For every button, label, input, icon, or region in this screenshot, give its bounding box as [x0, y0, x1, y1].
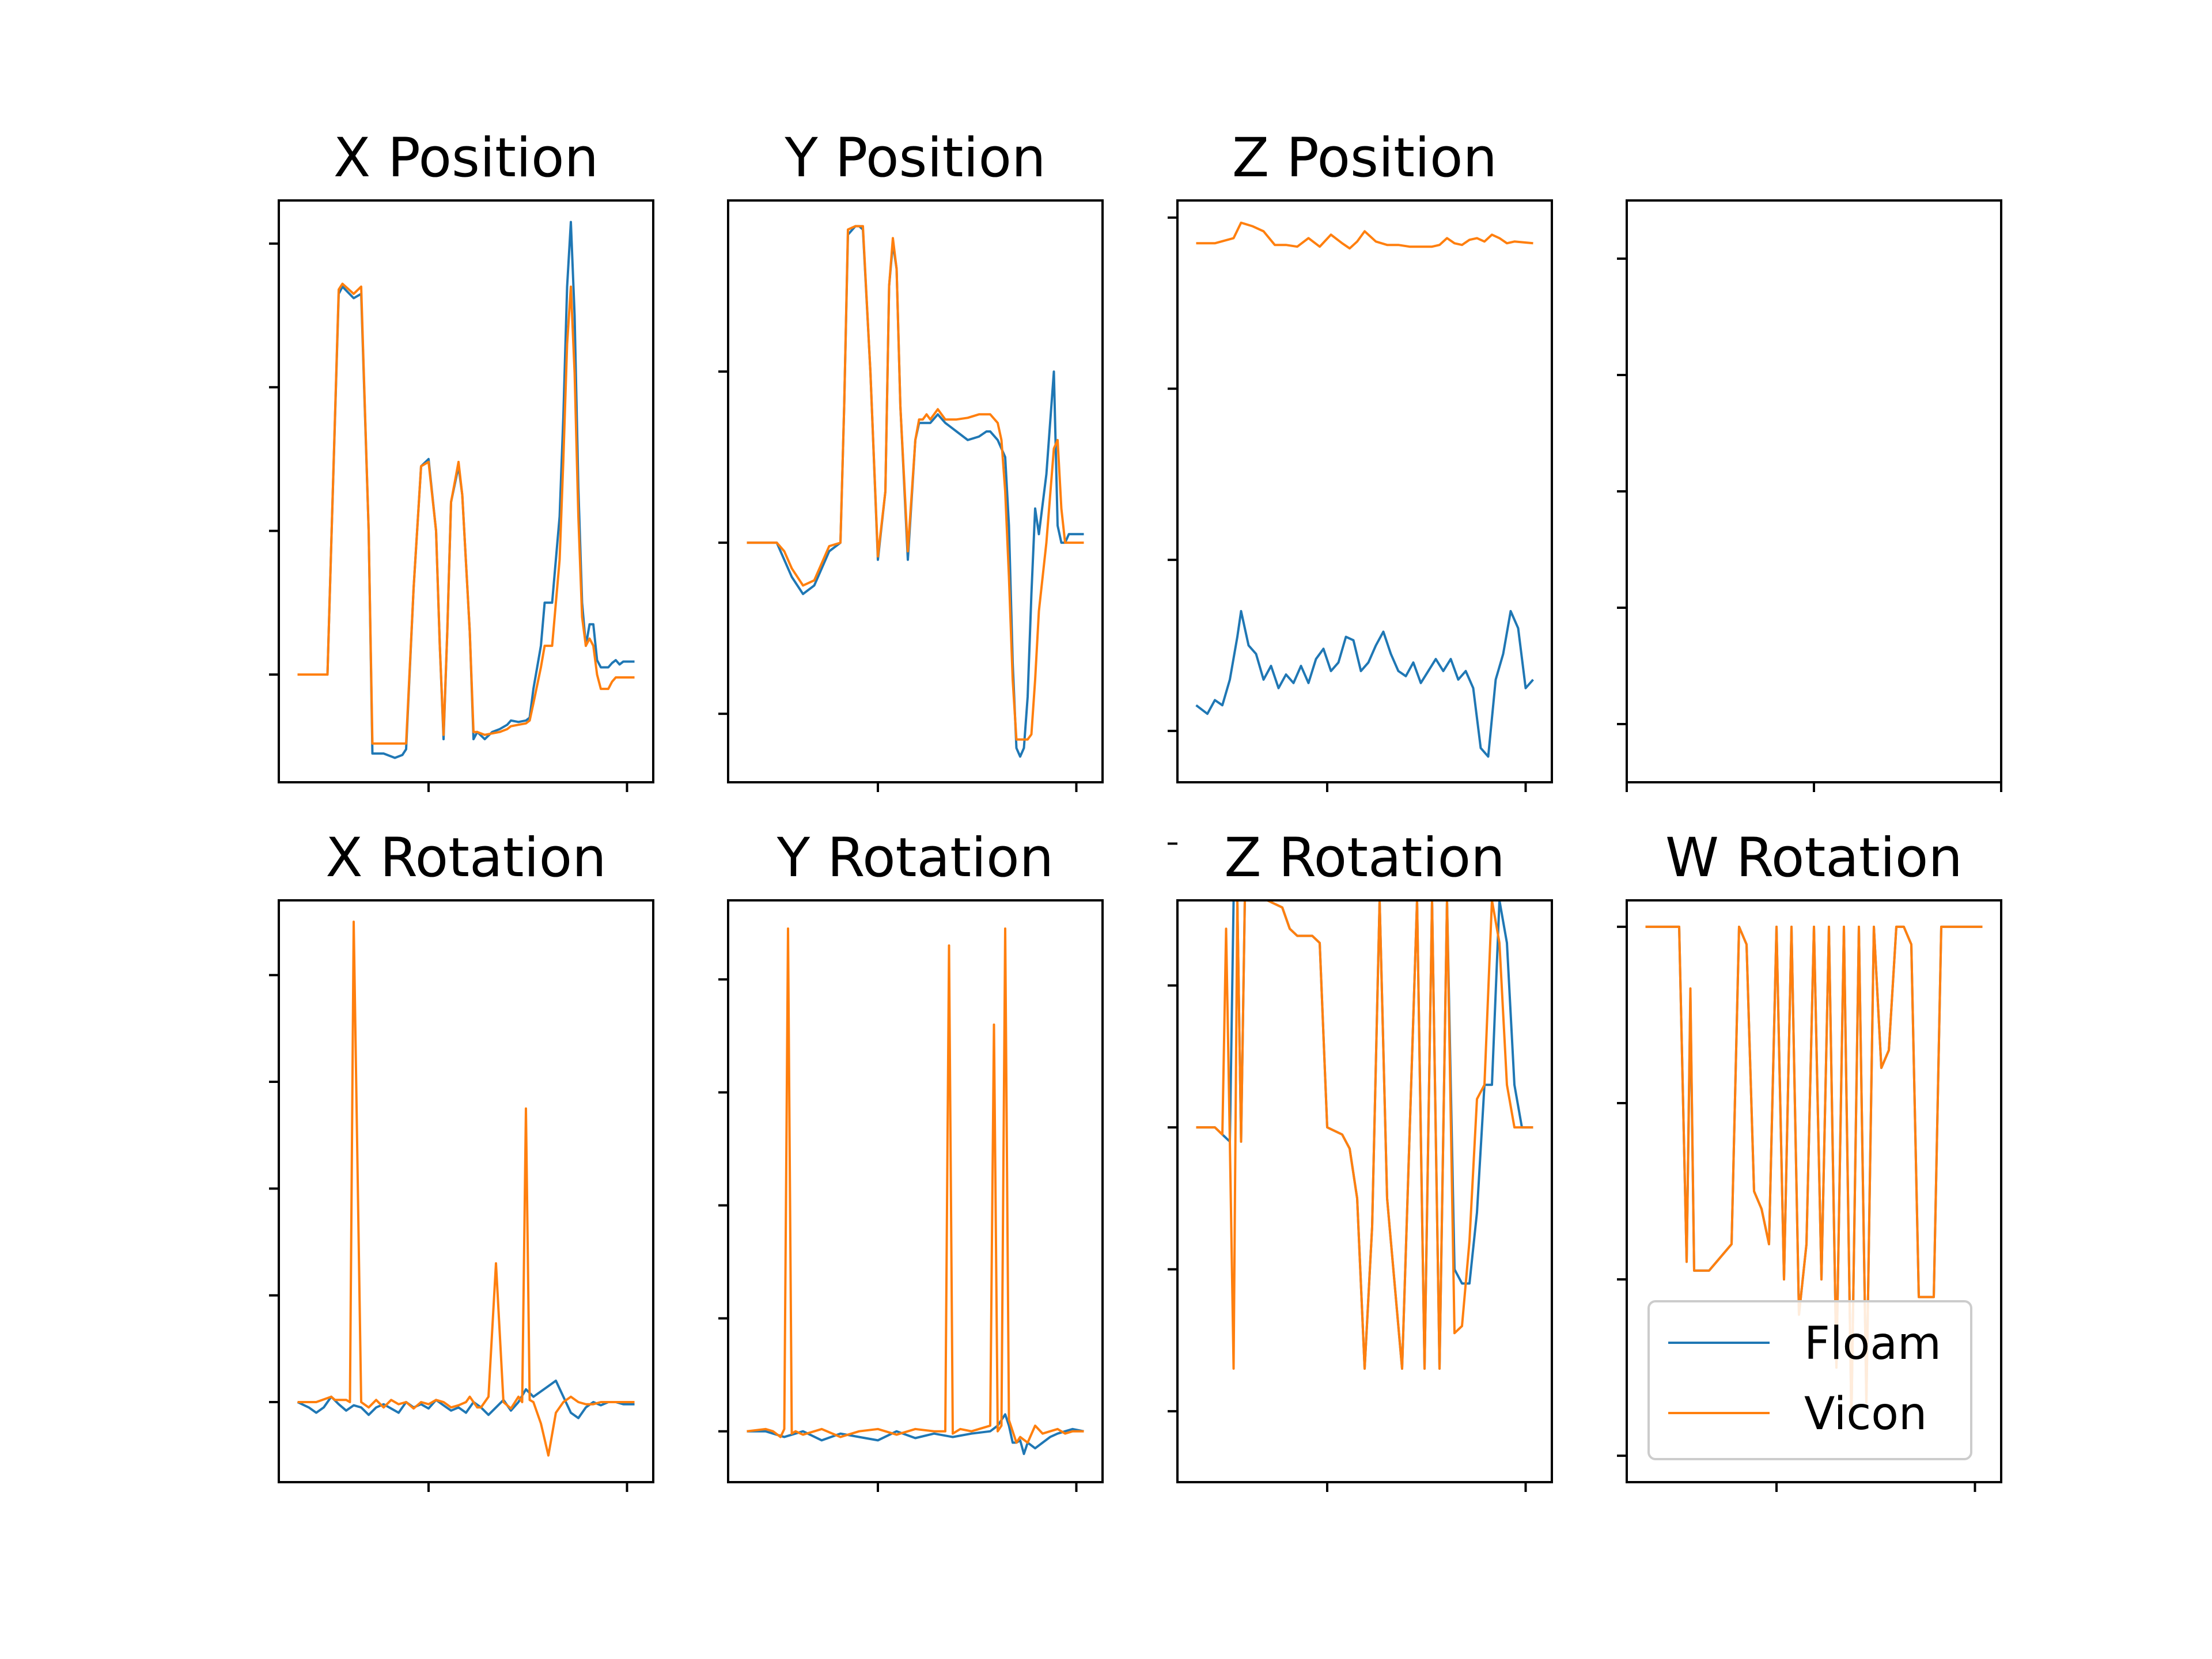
- axes-frame: [1176, 899, 1553, 1483]
- series-line-vicon: [297, 921, 635, 1457]
- subplot-title: Y Position: [784, 127, 1046, 190]
- subplot-grid: X Position Y Position Z Position X Rotation…: [269, 127, 2002, 1492]
- subplot-3: Z Position: [1168, 127, 1553, 792]
- series-line-vicon: [747, 927, 1084, 1444]
- series-line-floam: [297, 221, 635, 759]
- axes-frame: [278, 899, 654, 1483]
- series-line-floam: [1195, 609, 1535, 758]
- subplot-title: W Rotation: [1665, 827, 1963, 889]
- subplot-1: X Position: [269, 127, 654, 792]
- legend-label-floam: Floam: [1804, 1318, 1941, 1370]
- subplot-title: Y Rotation: [777, 827, 1054, 889]
- subplot-title: X Position: [334, 127, 599, 190]
- axes-frame: [1626, 899, 2002, 1483]
- series-line-floam: [747, 1413, 1084, 1455]
- subplot-8: W Rotation: [1617, 827, 2002, 1492]
- axes-frame: [727, 199, 1104, 783]
- series-line-vicon: [1645, 925, 1983, 1422]
- subplot-7: Z Rotation: [1168, 827, 1553, 1492]
- axes-frame: [727, 899, 1104, 1483]
- subplot-5: X Rotation: [269, 827, 654, 1492]
- subplot-6: Y Rotation: [718, 827, 1104, 1492]
- subplot-title: Z Rotation: [1224, 827, 1505, 889]
- subplot-4: [1617, 199, 2002, 792]
- subplot-title: X Rotation: [325, 827, 606, 889]
- series-line-floam: [297, 1379, 635, 1419]
- legend-box: [1647, 1300, 1972, 1460]
- series-line-vicon: [747, 225, 1084, 741]
- series-line-vicon: [1196, 221, 1533, 250]
- axes-frame: [278, 199, 654, 783]
- legend: Floam Vicon: [1647, 1300, 1972, 1460]
- subplot-2: Y Position: [718, 127, 1104, 792]
- axes-frame: [1176, 199, 1553, 783]
- subplot-title: Z Position: [1232, 127, 1497, 190]
- series-line-vicon: [297, 282, 635, 745]
- legend-label-vicon: Vicon: [1804, 1388, 1927, 1440]
- series-line-vicon: [1196, 899, 1533, 1370]
